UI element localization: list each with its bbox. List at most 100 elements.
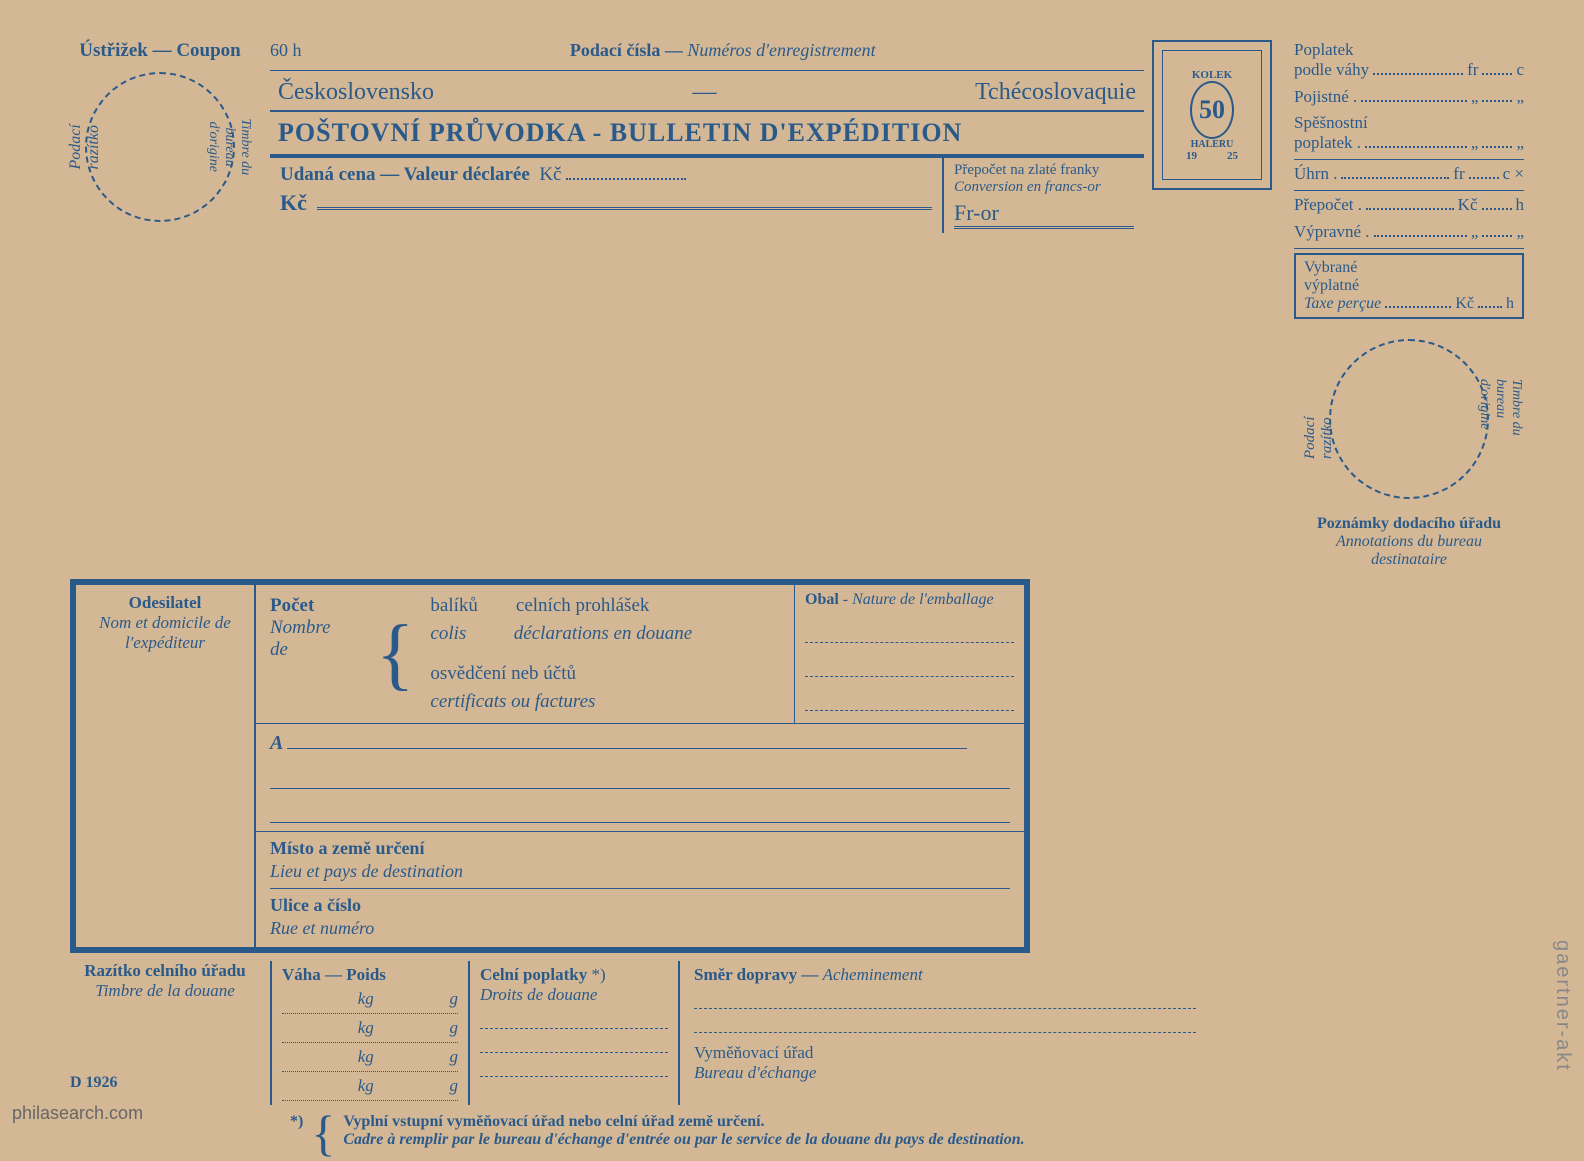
footnote: *) { Vyplní vstupní vyměňovací úřad nebo…: [270, 1113, 1410, 1153]
weight-col: Váha — Poids kg g kg g kg g kg g: [270, 961, 470, 1105]
stamp-value: 50: [1190, 81, 1234, 139]
footnote-star: *): [290, 1113, 303, 1153]
stamp-column: KOLEK 50 HALERU 19 25: [1152, 40, 1282, 190]
fee-prepocet: Přepočet .: [1294, 195, 1362, 215]
stamp-year-l: 19: [1186, 150, 1197, 162]
watermark-right: gaertner-akt: [1551, 940, 1574, 1072]
pocet-cz: Počet: [270, 595, 360, 617]
a-label: A: [270, 732, 282, 754]
country-fr: Tchécoslovaquie: [975, 79, 1136, 106]
stamp-year-r: 25: [1227, 150, 1238, 162]
osved-fr: certificats ou factures: [430, 691, 692, 713]
baliku-cz: balíků: [430, 595, 478, 616]
fee-vypravne: Výpravné .: [1294, 222, 1370, 242]
valeur-label: Udaná cena — Valeur déclarée: [280, 164, 530, 185]
bottom-section: Razítko celního úřadu Timbre de la douan…: [70, 961, 1210, 1105]
celnich-cz: celních prohlášek: [516, 595, 649, 616]
reg-label-cz: Podací čísla —: [570, 40, 683, 60]
coupon-title: Ústřižek — Coupon: [70, 40, 250, 62]
valeur-kc-abbr: Kč: [539, 164, 561, 185]
stamp-top: KOLEK: [1192, 69, 1232, 81]
conv-cz: Přepočet na zlaté franky: [954, 162, 1134, 179]
unit-h: h: [1516, 195, 1525, 215]
smer-cz: Směr dopravy —: [694, 965, 818, 984]
kg2: kg: [358, 1018, 374, 1038]
celni-cz: Celní poplatky: [480, 965, 587, 984]
watermark-bottom-left: philasearch.com: [12, 1103, 143, 1124]
sender-column: Odesilatel Nom et domicile de l'expédite…: [76, 585, 256, 947]
country-cz: Československo: [278, 79, 434, 106]
fee-poplatek1: Poplatek: [1294, 40, 1524, 60]
misto-fr: Lieu et pays de destination: [270, 861, 1010, 882]
poznamky-cz: Poznámky dodacího úřadu: [1294, 515, 1524, 533]
fee-pojistne: Pojistné .: [1294, 87, 1357, 107]
celnich-fr: déclarations en douane: [514, 623, 692, 644]
odesilatel-fr2: l'expéditeur: [84, 633, 246, 653]
brace-icon: {: [376, 614, 414, 694]
valeur-kc-big: Kč: [280, 190, 307, 216]
footnote-cz: Vyplní vstupní vyměňovací úřad nebo celn…: [343, 1113, 1024, 1131]
pocet-fr1: Nombre: [270, 617, 360, 639]
poznamky-fr2: destinataire: [1294, 551, 1524, 569]
bulletin-title: POŠTOVNÍ PRŮVODKA - BULLETIN D'EXPÉDITIO…: [270, 110, 1144, 156]
right-circle-label-l: Podací razítko: [1302, 379, 1336, 459]
kg3: kg: [358, 1047, 374, 1067]
g1: g: [450, 989, 459, 1009]
stamp-unit: HALERU: [1191, 139, 1234, 150]
footnote-brace-icon: {: [311, 1113, 335, 1153]
osved-cz: osvědčení neb účtů: [430, 663, 692, 685]
reg-label-fr: Numéros d'enregistrement: [687, 40, 875, 60]
ulice-fr: Rue et numéro: [270, 918, 1010, 939]
right-stamp-circle: [1329, 339, 1489, 499]
vaha-label: Váha — Poids: [282, 965, 386, 984]
fee-spesnostni1: Spěšnostní: [1294, 113, 1524, 133]
form-id: D 1926: [70, 1074, 118, 1092]
fee-uhrn: Úhrn .: [1294, 164, 1337, 184]
unit-c: c: [1516, 60, 1524, 80]
obal-column: Obal - Nature de l'emballage: [794, 585, 1024, 723]
unit-fr2: fr: [1453, 164, 1464, 184]
g3: g: [450, 1047, 459, 1067]
fee-poplatek2: podle váhy: [1294, 60, 1369, 80]
main-box: Odesilatel Nom et domicile de l'expédite…: [70, 579, 1030, 953]
kg4: kg: [358, 1076, 374, 1096]
reg-60h: 60 h: [270, 40, 302, 61]
vybrane-box: Vybrané výplatné Taxe perçue Kč h: [1294, 253, 1524, 319]
coupon-side-left: Podací razítko: [67, 111, 103, 184]
coupon-section: Ústřižek — Coupon Podací razítko Timbre …: [70, 40, 250, 232]
unit-fr: fr: [1467, 60, 1478, 80]
destination-row: Místo a země určení Lieu et pays de dest…: [256, 831, 1024, 947]
vybrane-h: h: [1506, 295, 1514, 313]
razitko-fr: Timbre de la douane: [70, 981, 260, 1001]
celni-fr: Droits de douane: [480, 985, 668, 1005]
fee-spesnostni2: poplatek .: [1294, 133, 1361, 153]
celni-star: *): [591, 965, 605, 984]
ulice-cz: Ulice a číslo: [270, 895, 1010, 916]
vymen-fr: Bureau d'échange: [694, 1063, 1196, 1083]
poznamky-fr1: Annotations du bureau: [1294, 533, 1524, 551]
footnote-fr: Cadre à remplir par le bureau d'échange …: [343, 1131, 1024, 1149]
g2: g: [450, 1018, 459, 1038]
kg1: kg: [358, 989, 374, 1009]
customs-fee-col: Celní poplatky *) Droits de douane: [470, 961, 680, 1105]
right-stamp-circle-wrap: Podací razítko Timbre du bureau d'origin…: [1294, 339, 1524, 499]
conv-fr: Conversion en francs-or: [954, 179, 1134, 196]
address-a-row: A: [256, 724, 1024, 831]
g4: g: [450, 1076, 459, 1096]
country-dash: —: [693, 79, 717, 106]
misto-cz: Místo a země určení: [270, 838, 1010, 859]
odesilatel-fr1: Nom et domicile de: [84, 613, 246, 633]
vybrane-l3: Taxe perçue: [1304, 295, 1381, 313]
right-circle-label-r: Timbre du bureau d'origine: [1476, 379, 1524, 459]
pocet-section: Počet Nombre de { balíků celních prohláš…: [256, 585, 794, 723]
smer-fr: Acheminement: [823, 965, 923, 984]
revenue-stamp: KOLEK 50 HALERU 19 25: [1152, 40, 1272, 190]
odesilatel-cz: Odesilatel: [84, 593, 246, 613]
fees-column: Poplatek podle váhy fr c Pojistné . „„ S…: [1294, 40, 1524, 569]
poznamky-block: Poznámky dodacího úřadu Annotations du b…: [1294, 515, 1524, 569]
unit-cx: c ×: [1503, 164, 1524, 184]
routing-col: Směr dopravy — Acheminement Vyměňovací ú…: [680, 961, 1210, 1105]
vybrane-l2: výplatné: [1304, 277, 1359, 295]
vybrane-l1: Vybrané: [1304, 259, 1514, 277]
vymen-cz: Vyměňovací úřad: [694, 1043, 1196, 1063]
